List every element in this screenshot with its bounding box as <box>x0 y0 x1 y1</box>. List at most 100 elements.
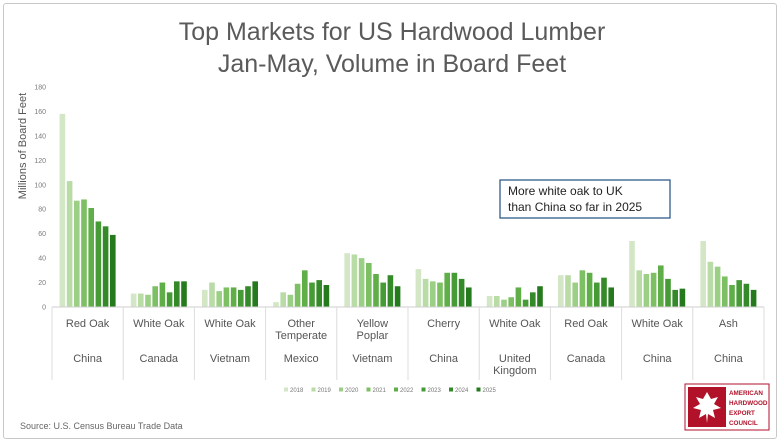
annotation-box: More white oak to UK than China so far i… <box>499 179 671 219</box>
category-market-label: China <box>643 353 673 365</box>
category-species-label: Ash <box>719 318 738 330</box>
bar <box>88 208 94 307</box>
bar <box>316 280 322 307</box>
y-tick-label: 160 <box>34 109 46 116</box>
bar <box>714 266 721 307</box>
category-species-label: Temperate <box>275 330 327 342</box>
bar <box>95 221 102 307</box>
bar <box>601 277 607 307</box>
bar <box>280 292 286 307</box>
category-species-label: Poplar <box>357 330 389 342</box>
category-species-label: Other <box>287 318 315 330</box>
legend-swatch <box>366 387 371 392</box>
bar-group <box>415 269 472 307</box>
bar <box>74 200 80 307</box>
y-tick-label: 60 <box>38 231 46 238</box>
bar <box>344 253 350 307</box>
legend-swatch <box>449 387 453 392</box>
bar <box>380 282 386 307</box>
bar <box>387 275 394 307</box>
bar <box>223 287 230 307</box>
bar <box>230 287 237 307</box>
bar <box>209 282 215 307</box>
bar <box>430 281 436 307</box>
bar <box>707 261 714 307</box>
legend: 2018 2019 2020 2021 2022 2023 2024 2025 <box>284 387 497 394</box>
category-species-label: Cherry <box>427 318 461 330</box>
bar-group <box>344 253 401 307</box>
bar <box>558 275 564 307</box>
bar <box>373 274 379 307</box>
bar <box>665 278 671 307</box>
y-tick-labels: 0 20 40 60 80 100 120 140 160 180 <box>34 85 46 312</box>
bar-group <box>59 113 116 307</box>
category-species-label: White Oak <box>204 318 256 330</box>
bar <box>422 278 429 307</box>
bar <box>66 181 73 307</box>
logo-text-4: COUNCIL <box>729 420 758 427</box>
bar <box>565 275 571 307</box>
bar <box>643 274 650 307</box>
category-market-label: Vietnam <box>210 353 250 365</box>
bar <box>245 286 251 307</box>
chart-title-line2: Jan-May, Volume in Board Feet <box>218 50 566 78</box>
bar <box>437 282 443 307</box>
bar <box>743 283 750 307</box>
chart-frame <box>3 3 777 439</box>
y-tick-label: 40 <box>38 256 46 263</box>
bar <box>102 226 109 307</box>
bar <box>586 272 593 307</box>
legend-label: 2019 <box>318 388 332 394</box>
bar-group <box>130 281 187 307</box>
bar-groups <box>59 113 757 307</box>
category-market-label: China <box>714 353 744 365</box>
bar <box>130 293 137 307</box>
bar-group <box>273 270 330 307</box>
category-market-label: China <box>73 353 103 365</box>
category-market-label: Canada <box>140 353 179 365</box>
category-market-label: Canada <box>567 353 606 365</box>
legend-label: 2020 <box>345 388 359 394</box>
legend-swatch <box>476 387 481 392</box>
category-market-label: United <box>499 353 531 365</box>
bar <box>508 297 514 307</box>
legend-swatch <box>311 387 316 392</box>
bar <box>572 282 578 307</box>
category-market-label: China <box>429 353 459 365</box>
bar <box>302 270 308 307</box>
oak-leaf-icon <box>693 392 721 423</box>
category-species-label: Yellow <box>357 318 388 330</box>
legend-swatch <box>421 387 426 392</box>
bar <box>522 299 529 307</box>
category-species-label: Red Oak <box>66 318 110 330</box>
bar <box>216 291 222 307</box>
bar <box>444 272 450 307</box>
bar <box>166 292 173 307</box>
bar <box>415 269 422 307</box>
bar-group <box>558 270 614 307</box>
bar <box>451 272 458 307</box>
bar <box>323 285 330 307</box>
bar <box>494 296 500 307</box>
legend-swatch <box>394 387 398 392</box>
bar <box>145 294 151 307</box>
logo-text-1: AMERICAN <box>729 390 763 397</box>
legend-label: 2023 <box>428 388 442 394</box>
bar <box>594 282 600 307</box>
bar <box>679 288 686 307</box>
bar <box>174 281 180 307</box>
y-axis-label: Millions of Board Feet <box>17 93 29 199</box>
bar-group <box>202 281 258 307</box>
bar <box>59 113 66 307</box>
bar <box>722 276 728 307</box>
bar <box>273 302 279 307</box>
bar <box>501 299 507 307</box>
legend-label: 2024 <box>455 388 469 394</box>
bar <box>629 241 635 307</box>
bar-group <box>629 241 686 307</box>
bar <box>202 289 208 307</box>
bar <box>138 293 144 307</box>
bar <box>750 289 757 307</box>
bar <box>672 289 678 307</box>
bar <box>736 280 742 307</box>
